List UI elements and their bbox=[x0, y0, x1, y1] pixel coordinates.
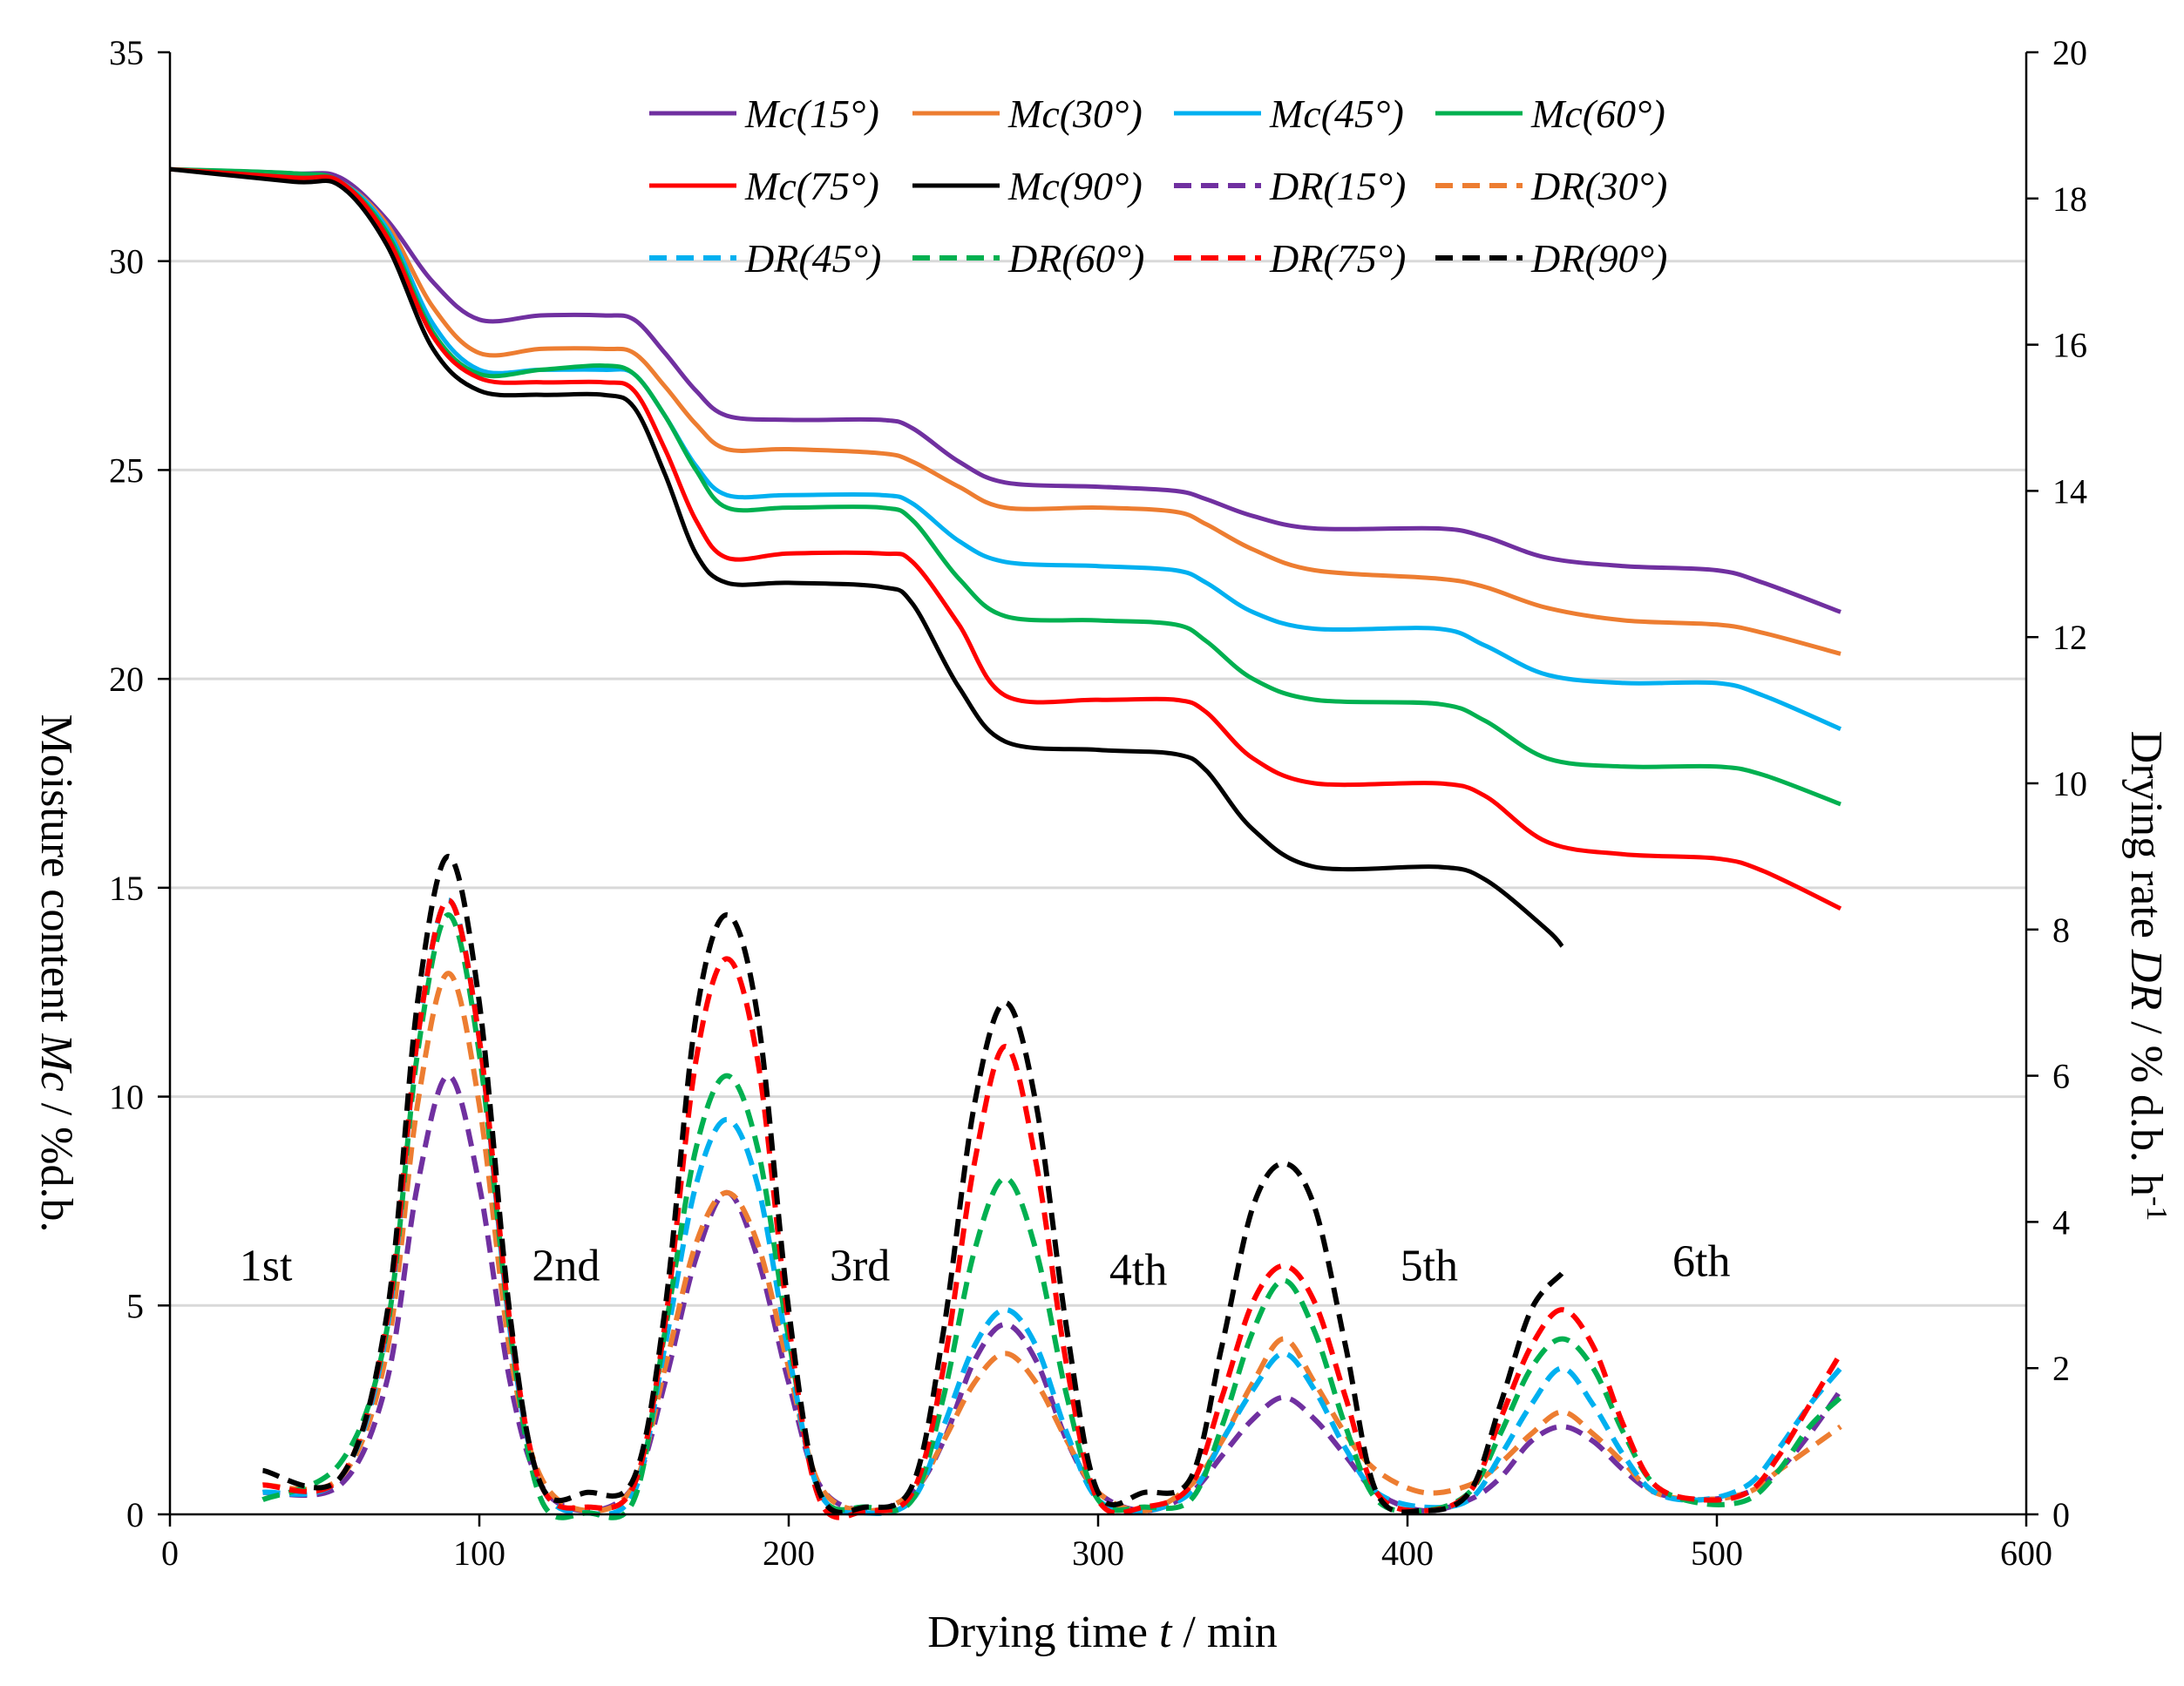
phase-label: 5th bbox=[1401, 1242, 1458, 1291]
y-right-tick-label: 16 bbox=[2052, 326, 2087, 365]
phase-label: 2nd bbox=[532, 1242, 600, 1291]
legend-label-dr-45: DR(45°) bbox=[744, 236, 881, 281]
x-tick-label: 400 bbox=[1381, 1534, 1434, 1573]
phase-label: 3rd bbox=[830, 1242, 890, 1291]
x-tick-label: 100 bbox=[453, 1534, 505, 1573]
y-left-tick-label: 25 bbox=[109, 450, 144, 490]
y-right-tick-label: 0 bbox=[2052, 1495, 2070, 1534]
x-axis-title: Drying time t / min bbox=[927, 1608, 1278, 1657]
legend-label-mc-60: Mc(60°) bbox=[1530, 91, 1665, 136]
series-line-mc-90 bbox=[169, 166, 1564, 948]
series-line-mc-45 bbox=[169, 166, 1841, 731]
y-left-tick-label: 0 bbox=[126, 1495, 144, 1534]
x-tick-label: 0 bbox=[161, 1534, 179, 1573]
phase-label: 6th bbox=[1672, 1237, 1730, 1287]
legend-label-dr-15: DR(15°) bbox=[1269, 164, 1406, 208]
legend-label-mc-15: Mc(15°) bbox=[744, 91, 879, 136]
series-line-mc-30 bbox=[169, 166, 1841, 656]
series-line-dr-75 bbox=[262, 897, 1843, 1520]
y-left-tick-label: 30 bbox=[109, 242, 144, 281]
x-tick-label: 300 bbox=[1072, 1534, 1124, 1573]
series-layer bbox=[169, 166, 1843, 1520]
x-tick-label: 600 bbox=[2000, 1534, 2052, 1573]
series-line-mc-75 bbox=[169, 166, 1842, 911]
legend-label-dr-90: DR(90°) bbox=[1530, 236, 1667, 281]
y-right-tick-label: 6 bbox=[2052, 1057, 2070, 1096]
y-right-tick-label: 10 bbox=[2052, 764, 2087, 803]
y-axis-left-title: Moisture content Mc / %d.b. bbox=[31, 714, 81, 1233]
legend-label-mc-30: Mc(30°) bbox=[1007, 91, 1143, 136]
y-right-tick-label: 4 bbox=[2052, 1202, 2070, 1242]
y-right-tick-label: 2 bbox=[2052, 1349, 2070, 1388]
legend-label-dr-60: DR(60°) bbox=[1007, 236, 1144, 281]
phase-label: 4th bbox=[1109, 1245, 1167, 1295]
legend-label-mc-90: Mc(90°) bbox=[1007, 164, 1143, 208]
y-right-tick-label: 18 bbox=[2052, 179, 2087, 219]
y-right-tick-label: 14 bbox=[2052, 471, 2087, 511]
legend-label-mc-75: Mc(75°) bbox=[744, 164, 879, 208]
phase-labels: 1st 2nd 3rd 4th 5th 6th bbox=[240, 1237, 1731, 1296]
y-left-tick-label: 15 bbox=[109, 869, 144, 908]
series-line-mc-60 bbox=[169, 166, 1841, 807]
y-right-tick-label: 8 bbox=[2052, 911, 2070, 950]
tick-labels: 0 100 200 300 400 500 600051015202530350246810… bbox=[109, 33, 2087, 1573]
legend-label-mc-45: Mc(45°) bbox=[1269, 91, 1404, 136]
series-line-mc-15 bbox=[169, 166, 1841, 614]
y-right-tick-label: 20 bbox=[2052, 33, 2087, 72]
legend-label-dr-30: DR(30°) bbox=[1530, 164, 1667, 208]
legend: Mc(15°) Mc(30°) Mc(45°) Mc(60°) Mc(75°) Mc(90… bbox=[649, 91, 1667, 281]
series-line-dr-90 bbox=[261, 853, 1564, 1515]
y-left-tick-label: 35 bbox=[109, 33, 144, 72]
y-left-tick-label: 10 bbox=[109, 1078, 144, 1117]
phase-label: 1st bbox=[240, 1242, 293, 1291]
y-left-tick-label: 5 bbox=[126, 1286, 144, 1325]
x-tick-label: 500 bbox=[1691, 1534, 1743, 1573]
y-right-tick-label: 12 bbox=[2052, 618, 2087, 657]
series-line-dr-15 bbox=[262, 1073, 1843, 1513]
series-line-dr-30 bbox=[262, 971, 1842, 1514]
y-left-tick-label: 20 bbox=[109, 660, 144, 699]
axes bbox=[158, 51, 2038, 1527]
legend-label-dr-75: DR(75°) bbox=[1269, 236, 1406, 281]
y-axis-right-title: Drying rate DR / % d.b. h-1 bbox=[2121, 731, 2173, 1222]
x-tick-label: 200 bbox=[763, 1534, 815, 1573]
